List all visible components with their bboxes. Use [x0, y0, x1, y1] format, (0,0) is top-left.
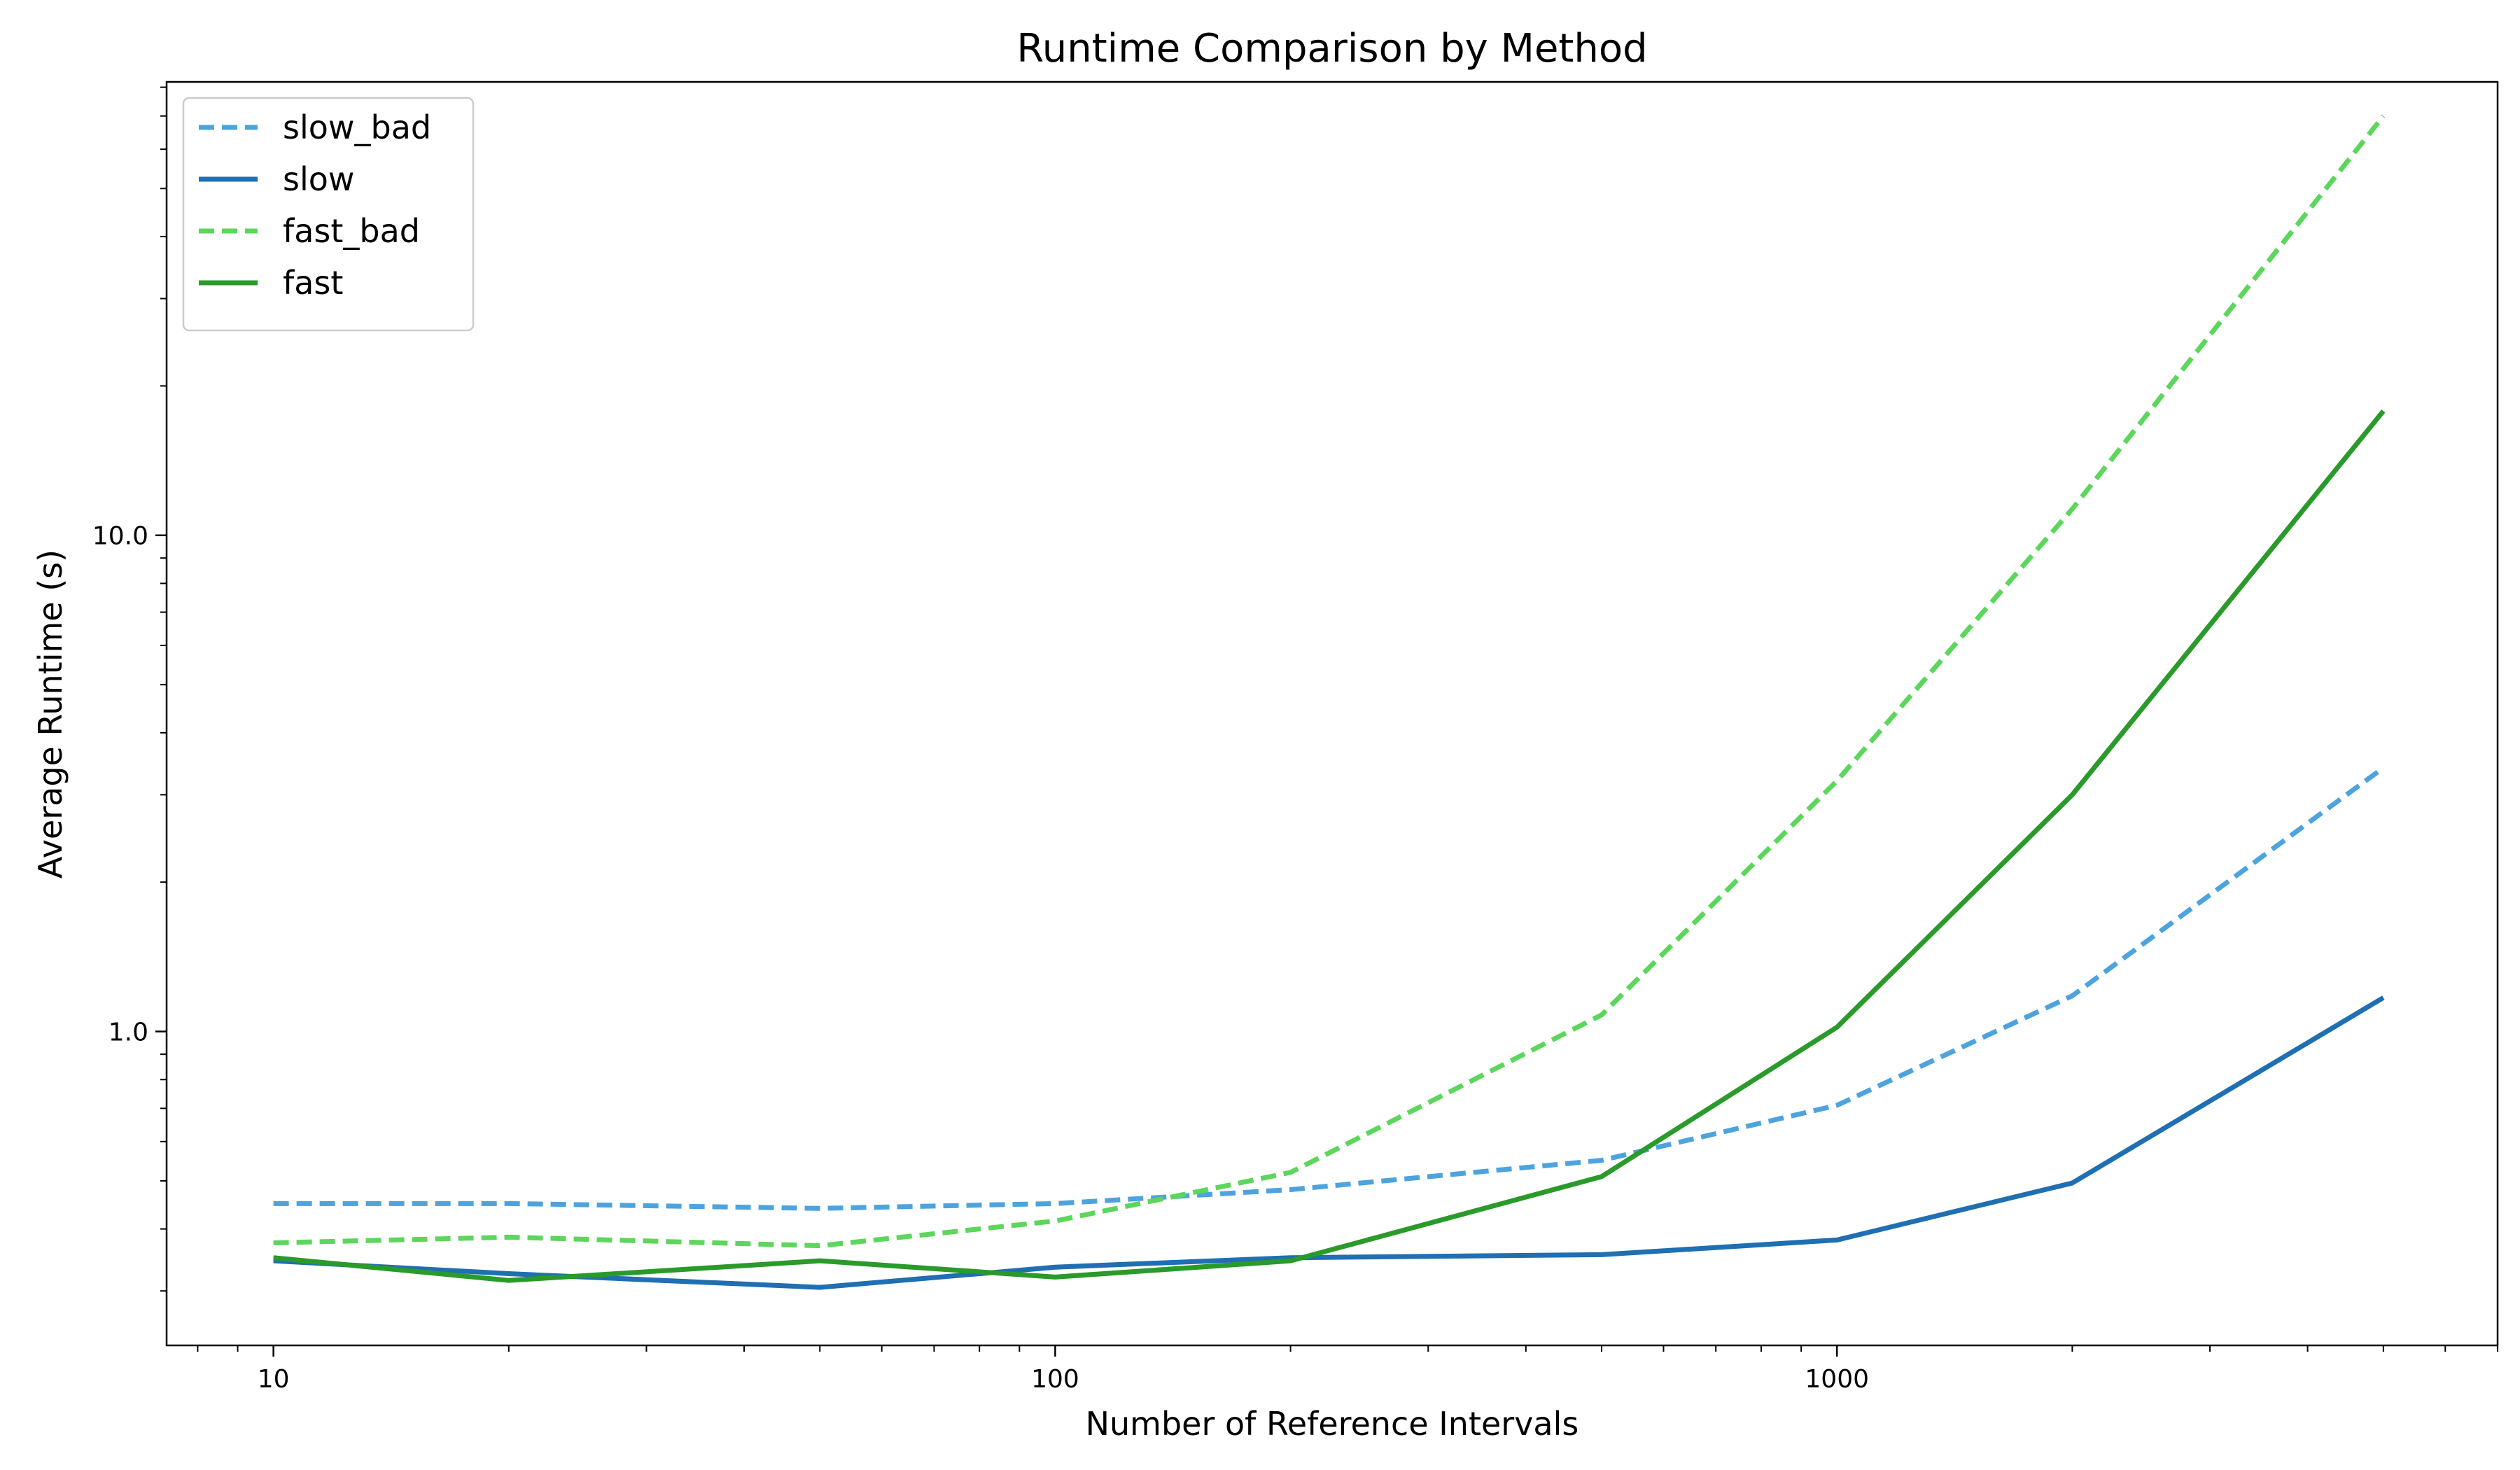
data-point-slow_bad-5: [1599, 1158, 1604, 1163]
data-point-slow_bad-6: [1834, 1102, 1840, 1108]
data-point-slow-7: [2069, 1180, 2075, 1186]
chart-title: Runtime Comparison by Method: [1016, 26, 1647, 71]
series-line-slow_bad: [273, 766, 2385, 1211]
legend-box: [182, 97, 475, 332]
data-point-slow_bad-0: [271, 1200, 276, 1206]
data-point-fast_bad-0: [271, 1240, 276, 1246]
x-tick-label: 10: [258, 1365, 290, 1394]
axes-frame: [165, 80, 2499, 1347]
x-axis-title: Number of Reference Intervals: [1086, 1405, 1579, 1443]
data-point-fast-4: [1288, 1258, 1294, 1264]
y-tick-label: 10.0: [92, 522, 148, 551]
data-point-fast-5: [1599, 1174, 1604, 1180]
data-point-fast_bad-6: [1834, 778, 1840, 784]
y-axis-title: Average Runtime (s): [31, 550, 69, 878]
data-point-fast_bad-2: [817, 1243, 822, 1249]
series-line-slow: [273, 995, 2385, 1290]
data-point-slow_bad-3: [1052, 1200, 1058, 1206]
data-point-fast_bad-4: [1288, 1170, 1294, 1175]
data-point-fast_bad-7: [2069, 506, 2075, 512]
legend-label-slow: slow: [283, 160, 355, 198]
data-point-slow-8: [2381, 995, 2386, 1000]
data-point-fast-6: [1834, 1024, 1840, 1030]
data-point-fast_bad-8: [2381, 113, 2386, 119]
legend-label-fast_bad: fast_bad: [283, 212, 420, 250]
data-point-slow-1: [506, 1271, 512, 1277]
x-tick-label: 100: [1031, 1365, 1079, 1394]
data-point-fast_bad-5: [1599, 1012, 1604, 1018]
data-point-fast-8: [2381, 408, 2386, 414]
legend-label-slow_bad: slow_bad: [283, 108, 431, 146]
data-point-slow_bad-8: [2381, 765, 2386, 771]
data-point-slow_bad-1: [506, 1200, 512, 1206]
data-point-slow-3: [1052, 1264, 1058, 1270]
data-point-slow_bad-4: [1288, 1187, 1294, 1193]
data-point-slow-2: [817, 1284, 822, 1290]
data-point-slow_bad-2: [817, 1205, 822, 1211]
data-point-fast-2: [817, 1258, 822, 1264]
data-point-slow_bad-7: [2069, 993, 2075, 999]
data-point-fast-7: [2069, 792, 2075, 797]
data-point-fast-1: [506, 1278, 512, 1283]
x-tick-label: 1000: [1805, 1365, 1869, 1394]
plot-area: 10 100 1000 1.0 10.0: [92, 80, 2499, 1394]
series-line-fast: [273, 410, 2386, 1283]
data-point-fast-0: [271, 1255, 276, 1261]
y-tick-label: 1.0: [108, 1018, 148, 1047]
legend-label-fast: fast: [283, 264, 343, 302]
data-point-slow-6: [1834, 1237, 1840, 1242]
series-line-fast_bad: [273, 114, 2386, 1249]
data-point-fast-3: [1052, 1274, 1058, 1280]
data-point-slow-5: [1599, 1252, 1604, 1257]
data-point-fast_bad-1: [506, 1234, 512, 1240]
data-point-fast_bad-3: [1052, 1218, 1058, 1224]
